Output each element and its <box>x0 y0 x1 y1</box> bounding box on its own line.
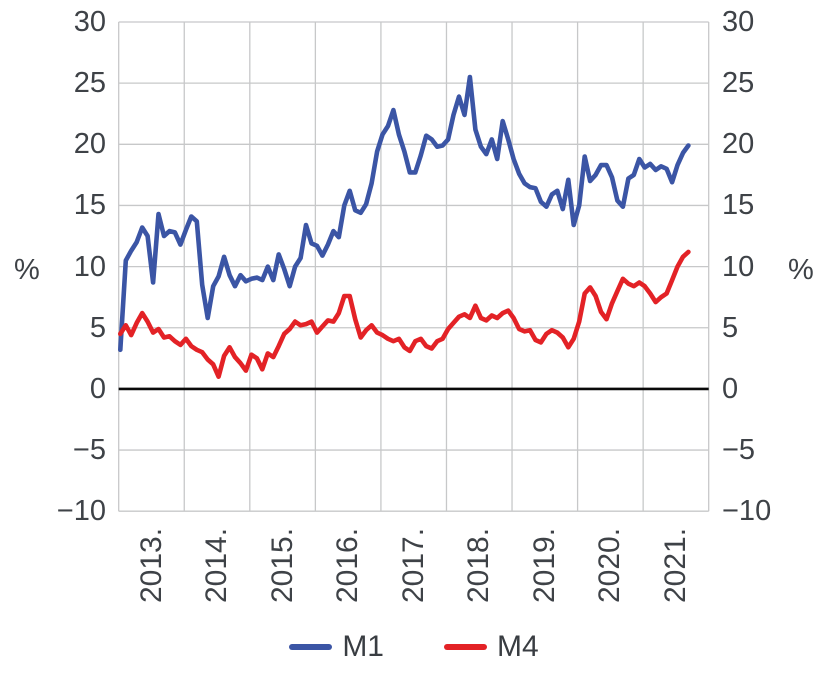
y-tick-label-right: 30 <box>722 6 755 38</box>
x-tick-label: 2015. <box>265 527 299 603</box>
m4-line-swatch <box>444 644 487 650</box>
y-tick-label-left: 15 <box>73 189 106 221</box>
y-tick-label-right: −5 <box>722 434 756 466</box>
legend-item-m4: M4 <box>444 632 539 662</box>
m4-line <box>118 249 691 380</box>
y-axis-unit-left: % <box>14 254 40 286</box>
legend-label-m4: M4 <box>497 630 539 663</box>
y-tick-label-left: −10 <box>56 495 106 527</box>
m1-line <box>118 74 691 353</box>
x-tick-label: 2019. <box>527 527 561 603</box>
y-tick-label-right: 20 <box>722 128 755 160</box>
x-tick-label: 2021. <box>658 527 692 603</box>
y-tick-label-right: 0 <box>722 373 739 405</box>
x-tick-label: 2018. <box>462 527 496 603</box>
y-tick-label-left: 30 <box>73 6 106 38</box>
y-tick-label-left: 10 <box>73 251 106 283</box>
y-tick-label-right: 25 <box>722 67 755 99</box>
x-tick-label: 2013. <box>134 527 168 603</box>
y-axis-unit-right: % <box>788 254 814 286</box>
y-tick-label-right: 10 <box>722 251 755 283</box>
legend-label-m1: M1 <box>342 630 384 663</box>
x-tick-label: 2020. <box>593 527 627 603</box>
y-tick-label-left: 5 <box>89 312 106 344</box>
legend-item-m1: M1 <box>289 632 384 662</box>
m1-line-swatch <box>289 644 333 650</box>
x-tick-label: 2016. <box>331 527 365 603</box>
y-tick-label-right: −10 <box>722 495 772 527</box>
y-tick-label-left: 20 <box>73 128 106 160</box>
y-tick-label-left: 25 <box>73 67 106 99</box>
y-tick-label-right: 15 <box>722 189 755 221</box>
y-tick-label-right: 5 <box>722 312 739 344</box>
x-tick-label: 2014. <box>200 527 234 603</box>
x-tick-label: 2017. <box>396 527 430 603</box>
legend: M1 M4 <box>0 632 828 662</box>
y-tick-label-left: −5 <box>72 434 106 466</box>
y-tick-label-left: 0 <box>89 373 106 405</box>
